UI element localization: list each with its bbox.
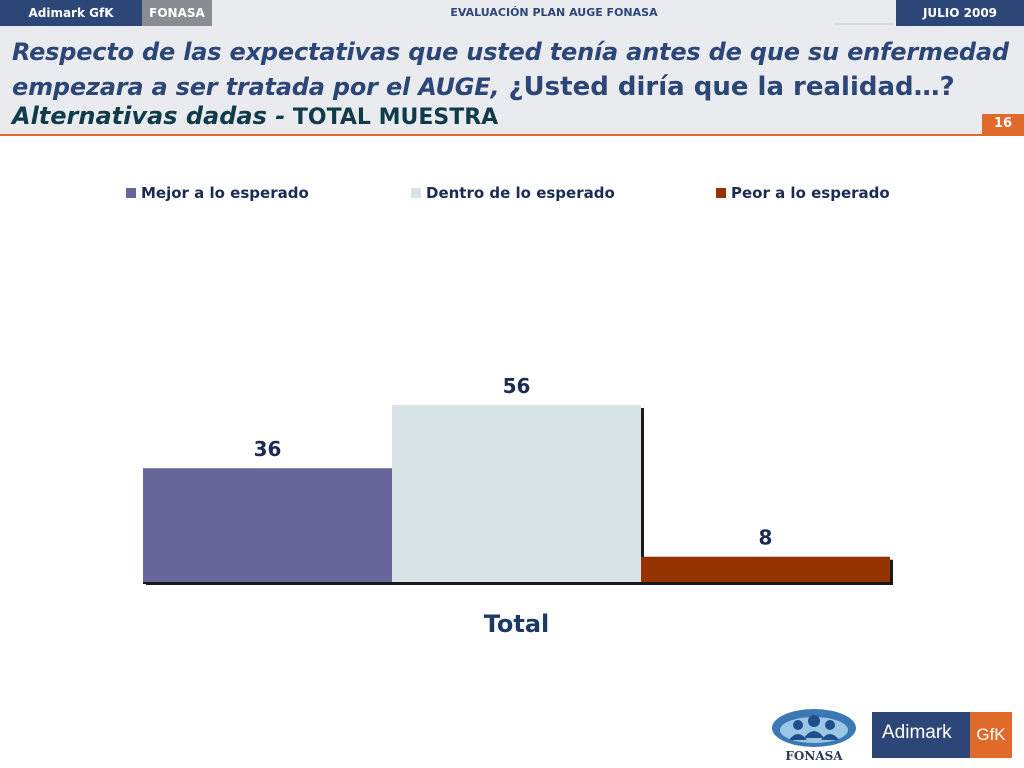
legend-label-dentro: Dentro de lo esperado: [426, 184, 615, 202]
legend-swatch-peor: [716, 188, 726, 198]
bar-mejor: [143, 468, 392, 582]
subtitle-upright: TOTAL MUESTRA: [285, 105, 499, 130]
data-label-dentro: 56: [503, 374, 531, 398]
fonasa-emblem-icon: FONASA: [772, 709, 856, 763]
page-number: 16: [982, 114, 1024, 134]
adimark-gfk-logo: Adimark GfK: [872, 712, 1012, 758]
question-line-2-upright: ¿Usted diría que la realidad…?: [499, 72, 955, 102]
question-line-1: Respecto de las expectativas que usted t…: [12, 38, 1009, 66]
legend-item-peor: Peor a lo esperado: [716, 184, 890, 202]
legend-item-mejor: Mejor a lo esperado: [126, 184, 309, 202]
report-date: JULIO 2009: [896, 0, 1024, 26]
question-line-2-italic: empezara a ser tratada por el AUGE,: [12, 73, 500, 101]
report-title: EVALUACIÓN PLAN AUGE FONASA: [450, 6, 658, 19]
top-bar: Adimark GfK FONASA EVALUACIÓN PLAN AUGE …: [0, 0, 1024, 26]
bar-dentro: [392, 405, 641, 582]
subtitle: Alternativas dadas - TOTAL MUESTRA: [12, 102, 498, 130]
question-line-2: empezara a ser tratada por el AUGE, ¿Ust…: [12, 72, 955, 102]
gfk-logo-text: GfK: [970, 712, 1012, 758]
question-header: Respecto de las expectativas que usted t…: [0, 26, 1024, 136]
legend-item-dentro: Dentro de lo esperado: [411, 184, 615, 202]
legend-label-peor: Peor a lo esperado: [731, 184, 890, 202]
decorative-line: [834, 23, 894, 25]
subtitle-italic: Alternativas dadas -: [12, 102, 286, 130]
fonasa-logo-text: FONASA: [785, 749, 843, 763]
data-label-mejor: 36: [254, 437, 282, 461]
category-label: Total: [484, 610, 550, 638]
fonasa-logo: FONASA: [768, 706, 860, 764]
legend-swatch-mejor: [126, 188, 136, 198]
legend-label-mejor: Mejor a lo esperado: [141, 184, 309, 202]
chart-legend: Mejor a lo esperado Dentro de lo esperad…: [0, 184, 1024, 204]
brand-label: Adimark GfK: [0, 0, 142, 26]
bar-chart: 36 56 8 Total: [143, 374, 893, 638]
client-label: FONASA: [142, 0, 212, 26]
legend-swatch-dentro: [411, 188, 421, 198]
adimark-logo-text: Adimark: [882, 722, 952, 743]
data-label-peor: 8: [759, 526, 773, 550]
bar-peor: [641, 556, 890, 582]
